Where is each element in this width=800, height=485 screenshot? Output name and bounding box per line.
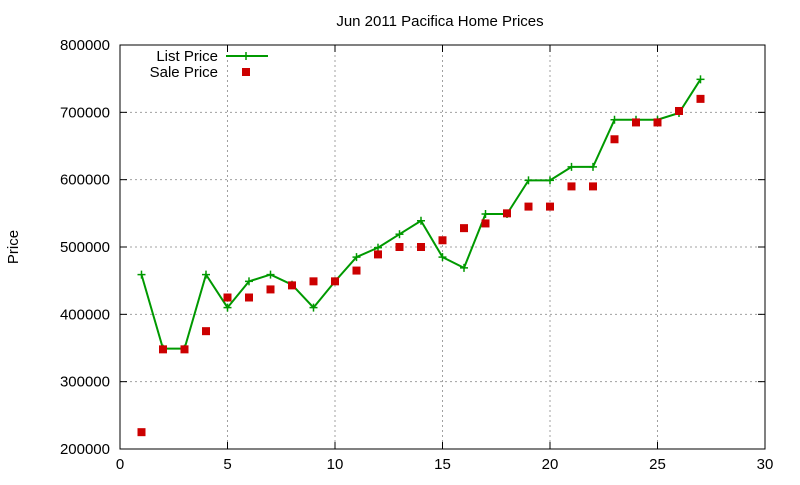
sale-price-point bbox=[632, 118, 640, 127]
x-tick-label: 0 bbox=[116, 456, 124, 473]
y-tick-label: 300000 bbox=[60, 374, 110, 391]
series-list-price bbox=[137, 75, 705, 353]
x-tick-label: 15 bbox=[434, 456, 451, 473]
sale-price-point bbox=[352, 266, 361, 275]
list-price-point bbox=[266, 270, 275, 279]
chart-title: Jun 2011 Pacifica Home Prices bbox=[336, 13, 543, 30]
list-price-point bbox=[460, 263, 468, 272]
sale-price-point bbox=[675, 106, 683, 115]
y-tick-label: 700000 bbox=[60, 104, 110, 121]
sale-price-point bbox=[180, 345, 189, 354]
sale-price-point bbox=[546, 202, 554, 211]
sale-price-point bbox=[137, 428, 146, 437]
series-sale-price bbox=[137, 94, 705, 437]
sale-price-point bbox=[202, 327, 210, 336]
sale-price-point bbox=[331, 277, 339, 286]
sale-price-point bbox=[589, 182, 597, 191]
legend-plus-marker bbox=[242, 52, 250, 60]
sale-price-point bbox=[481, 219, 490, 228]
sale-price-point bbox=[395, 243, 404, 251]
sale-price-point bbox=[653, 118, 662, 127]
list-price-point bbox=[524, 176, 533, 185]
y-axis-label: Price bbox=[5, 230, 22, 264]
list-price-point bbox=[374, 243, 382, 252]
sale-price-point bbox=[438, 236, 447, 245]
y-tick-label: 500000 bbox=[60, 239, 110, 256]
y-tick-label: 400000 bbox=[60, 306, 110, 323]
list-price-point bbox=[589, 162, 597, 171]
sale-price-point bbox=[417, 243, 425, 251]
list-price-point bbox=[610, 115, 619, 124]
sale-price-point bbox=[503, 209, 511, 218]
x-tick-label: 5 bbox=[223, 456, 231, 473]
sale-price-point bbox=[288, 281, 296, 290]
list-price-point bbox=[245, 277, 253, 286]
legend-label: Sale Price bbox=[150, 64, 218, 81]
list-price-point bbox=[438, 253, 447, 262]
x-tick-label: 30 bbox=[757, 456, 774, 473]
axis-ticks: 0 5 10 15 20 25 30 200000 300000 400000 500000 6000… bbox=[60, 37, 773, 473]
y-tick-label: 800000 bbox=[60, 37, 110, 54]
sale-price-point bbox=[696, 94, 705, 103]
grid bbox=[120, 45, 765, 449]
list-price-point bbox=[696, 75, 705, 84]
sale-price-point bbox=[374, 250, 382, 259]
series-group bbox=[137, 75, 705, 437]
sale-price-point bbox=[460, 224, 468, 233]
sale-price-point bbox=[567, 182, 576, 191]
sale-price-point bbox=[159, 345, 167, 354]
list-price-point bbox=[481, 210, 490, 219]
list-price-point bbox=[417, 216, 425, 225]
sale-price-point bbox=[309, 277, 318, 286]
list-price-point bbox=[395, 230, 404, 239]
legend-label: List Price bbox=[156, 48, 218, 65]
y-tick-label: 600000 bbox=[60, 172, 110, 189]
sale-price-point bbox=[223, 293, 232, 302]
list-price-point bbox=[202, 270, 210, 279]
sale-price-point bbox=[266, 285, 275, 294]
list-price-point bbox=[309, 303, 318, 312]
sale-price-point bbox=[524, 202, 533, 211]
list-price-point bbox=[223, 303, 232, 312]
y-tick-label: 200000 bbox=[60, 441, 110, 458]
sale-price-point bbox=[610, 135, 619, 144]
x-tick-label: 20 bbox=[542, 456, 559, 473]
list-price-point bbox=[546, 176, 554, 185]
x-tick-label: 10 bbox=[327, 456, 344, 473]
x-tick-label: 25 bbox=[649, 456, 666, 473]
sale-price-point bbox=[245, 293, 253, 302]
list-price-point bbox=[137, 270, 146, 279]
list-price-point bbox=[352, 253, 361, 262]
legend-square-marker bbox=[242, 68, 250, 76]
list-price-point bbox=[567, 162, 576, 171]
